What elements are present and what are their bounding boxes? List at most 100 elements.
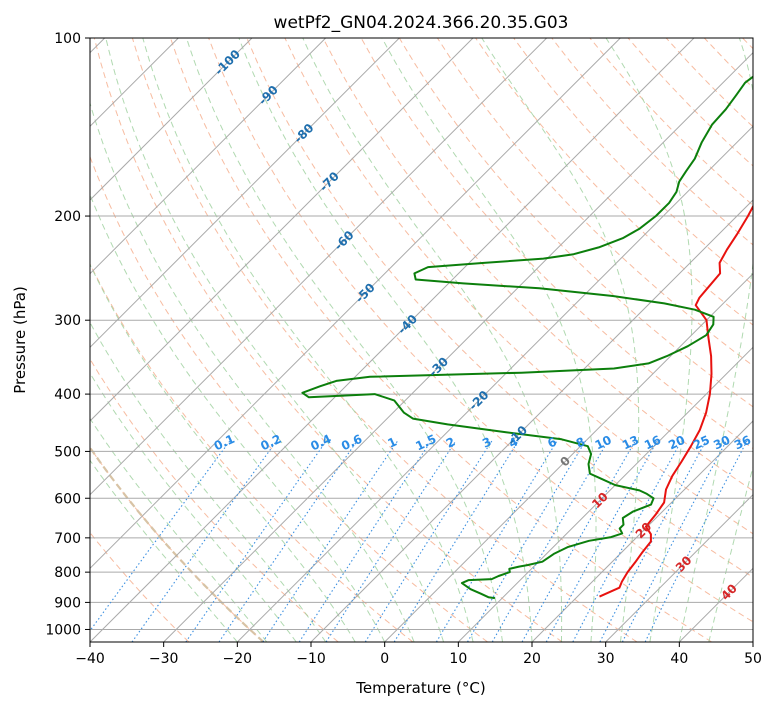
- mixing-ratio-line: [467, 440, 586, 642]
- isotherm-line: [90, 38, 400, 349]
- mixing-ratio-line: [185, 440, 327, 642]
- mixing-ratio-label: 36: [732, 433, 753, 453]
- dry-adiabat-line: [90, 262, 414, 642]
- mixing-ratio-label: 1.5: [413, 432, 438, 454]
- x-tick-label: −20: [223, 651, 253, 667]
- y-axis-ticks: 100 200 300 400 500 600 700 800 900 1000: [45, 31, 90, 638]
- mixing-ratio-label: 6: [545, 434, 558, 450]
- moist-adiabat-line: [678, 38, 753, 642]
- dry-adiabat-line: [90, 358, 339, 642]
- mixing-ratio-line: [435, 440, 558, 642]
- mixing-ratio-label: 0.4: [308, 432, 333, 454]
- isotherm-line: [457, 346, 753, 642]
- plot-frame: [89, 37, 754, 643]
- mixing-ratio-label: 16: [642, 433, 663, 453]
- moist-adiabat-line: [90, 193, 386, 642]
- mixing-ratio-label: 30: [711, 433, 732, 453]
- mixing-ratio-label: 25: [691, 433, 712, 453]
- dry-adiabat-line: [513, 38, 753, 286]
- isotherm-line: [384, 272, 753, 642]
- isotherm-line: [678, 567, 753, 642]
- mixing-ratio-label: 3: [480, 434, 493, 450]
- mixing-ratio-label: 10: [593, 433, 614, 453]
- x-tick-label: 30: [597, 651, 615, 667]
- mixing-ratio-line: [298, 440, 432, 642]
- dry-adiabats: [90, 38, 753, 642]
- mixing-ratio-line: [599, 440, 707, 642]
- x-tick-label: 50: [744, 651, 762, 667]
- dry-adiabat-line: [475, 38, 753, 326]
- moist-adiabat-line: [90, 321, 327, 642]
- y-tick-label: 1000: [45, 622, 81, 638]
- dewpoint-profile-line: [301, 75, 753, 600]
- moist-adiabat-line: [90, 263, 356, 642]
- dry-adiabat-line: [589, 38, 753, 206]
- line-labels: 0.1 0.2 0.4 0.6 1 1.5 2 3 4 6 8 10 13 16 20 25 30 36-100-…: [212, 47, 753, 603]
- dry-adiabat-line: [742, 38, 753, 50]
- mixing-ratio-line: [364, 440, 493, 642]
- isotherm-line: [605, 493, 753, 642]
- dry-adiabat-line: [551, 38, 753, 246]
- moist-adiabat-line: [605, 38, 693, 642]
- isotherm-line: [310, 199, 753, 642]
- x-axis-label: Temperature (°C): [355, 679, 485, 697]
- x-tick-label: 10: [449, 651, 467, 667]
- isotherm-line: [236, 125, 753, 642]
- dry-adiabat-line: [90, 155, 488, 642]
- chart-title: wetPf2_GN04.2024.366.20.35.G03: [274, 13, 569, 33]
- mixing-ratio-line: [325, 440, 457, 642]
- mixing-ratio-line: [491, 440, 609, 642]
- y-axis-label: Pressure (hPa): [11, 286, 29, 394]
- moist-adiabat-line: [90, 459, 238, 642]
- moist-adiabat-line: [481, 38, 640, 642]
- mixing-ratio-line: [644, 440, 748, 642]
- moist-adiabat-line: [90, 372, 297, 642]
- x-tick-label: −40: [75, 651, 105, 667]
- isotherm-line: [90, 38, 474, 422]
- y-tick-label: 200: [54, 209, 81, 225]
- mixing-ratio-label: 20: [666, 433, 687, 453]
- moist-adiabat-line: [708, 465, 753, 642]
- mixing-ratio-line: [545, 440, 658, 642]
- moist-adiabat-line: [381, 38, 597, 642]
- isotherm-line: [90, 38, 695, 642]
- dry-adiabat-line: [436, 38, 753, 367]
- isotherm-line: [752, 641, 753, 642]
- mixing-ratio-label: 13: [620, 433, 641, 453]
- mixing-ratio-line: [262, 440, 399, 642]
- mixing-ratio-line: [393, 440, 519, 642]
- x-tick-label: 20: [523, 651, 541, 667]
- y-tick-label: 300: [54, 313, 81, 329]
- isotherm-line: [163, 51, 753, 642]
- y-tick-label: 500: [54, 444, 81, 460]
- dry-adiabat-line: [665, 38, 753, 128]
- moist-adiabat-line: [186, 38, 503, 642]
- mixing-ratio-line: [131, 440, 278, 642]
- mixing-ratio-line: [521, 440, 636, 642]
- isotherm-line: [90, 38, 327, 275]
- moist-adiabat-line: [238, 38, 533, 642]
- x-tick-label: −10: [296, 651, 326, 667]
- dry-adiabat-line: [703, 38, 753, 89]
- dry-adiabat-line: [284, 38, 753, 535]
- x-tick-label: 0: [380, 651, 389, 667]
- moist-adiabat-line: [90, 417, 268, 642]
- moist-adiabat-line: [105, 38, 445, 642]
- y-tick-label: 600: [54, 491, 81, 507]
- moist-adiabat-line: [142, 38, 474, 642]
- mixing-ratio-label: 8: [574, 434, 587, 450]
- mixing-ratio-label: 2: [444, 434, 457, 450]
- profile-series: [301, 75, 753, 600]
- isotherm-line: [90, 38, 621, 570]
- y-tick-label: 100: [54, 31, 81, 47]
- dry-adiabat-line: [90, 445, 265, 642]
- isotherms: [90, 38, 753, 642]
- pressure-gridlines: [90, 38, 753, 630]
- isotherm-line: [90, 38, 253, 201]
- temperature-profile-line: [599, 204, 753, 598]
- mixing-ratio-label: 0.1: [212, 432, 237, 454]
- x-tick-label: −30: [149, 651, 179, 667]
- moist-adiabat-line: [302, 38, 563, 642]
- mixing-ratio-lines: [90, 440, 748, 642]
